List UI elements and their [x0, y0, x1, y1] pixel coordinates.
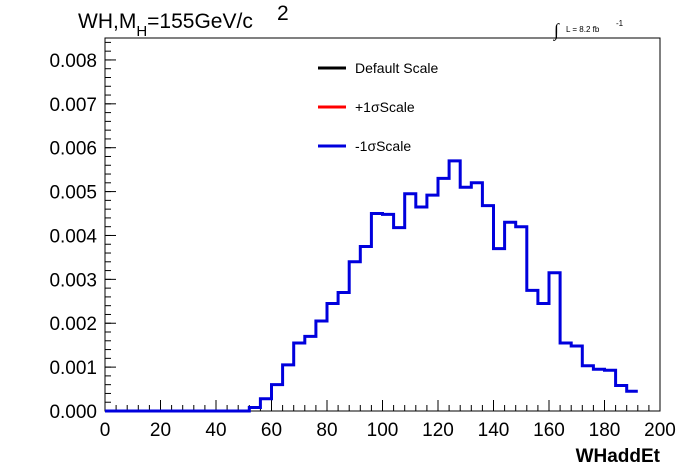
y-axis: 0.000 0.001 0.002 0.003 0.004 0.005 0.006 0.007… [49, 41, 116, 423]
x-tick-label: 200 [644, 420, 676, 441]
x-axis-title: WHaddEt [576, 446, 661, 467]
lumi-text: L = 8.2 fb [566, 25, 600, 34]
title-superscript: 2 [277, 2, 289, 25]
lumi-superscript: -1 [616, 19, 624, 28]
legend-label: -1σScale [355, 138, 411, 154]
title-main: WH,M [78, 10, 136, 33]
x-tick-label: 20 [150, 420, 171, 441]
y-tick-label: 0.007 [49, 95, 97, 116]
svg-text:WH,MH=155GeV/c: WH,MH=155GeV/c [78, 10, 253, 40]
legend: Default Scale +1σScale -1σScale [318, 60, 438, 154]
y-tick-label: 0.008 [49, 51, 97, 72]
y-tick-label: 0.003 [49, 270, 97, 291]
plot-frame [104, 37, 661, 412]
luminosity-label: ∫ L = 8.2 fb -1 [553, 19, 624, 41]
x-tick-label: 140 [478, 420, 510, 441]
y-tick-label: 0.004 [49, 226, 97, 247]
integral-symbol: ∫ [553, 20, 560, 41]
y-tick-label: 0.006 [49, 139, 97, 160]
series-line [105, 159, 638, 413]
y-tick-label: 0.005 [49, 183, 97, 204]
legend-label: +1σScale [355, 99, 415, 115]
x-axis: 0 20 40 60 80 100 120 140 160 180 200 [100, 400, 676, 441]
x-tick-label: 100 [367, 420, 399, 441]
x-tick-label: 160 [533, 420, 565, 441]
y-tick-label: 0.001 [49, 358, 97, 379]
x-tick-label: 120 [422, 420, 454, 441]
y-tick-label: 0.000 [49, 402, 97, 423]
series-layer [105, 159, 638, 413]
chart-title: WH,MH=155GeV/c 2 [78, 2, 289, 40]
x-tick-label: 80 [316, 420, 337, 441]
x-tick-label: 180 [589, 420, 621, 441]
x-tick-label: 0 [100, 420, 111, 441]
x-tick-label: 60 [261, 420, 282, 441]
x-tick-label: 40 [205, 420, 226, 441]
title-rest: =155GeV/c [147, 10, 253, 33]
title-subscript: H [136, 23, 147, 40]
legend-label: Default Scale [355, 60, 438, 76]
y-tick-label: 0.002 [49, 314, 97, 335]
